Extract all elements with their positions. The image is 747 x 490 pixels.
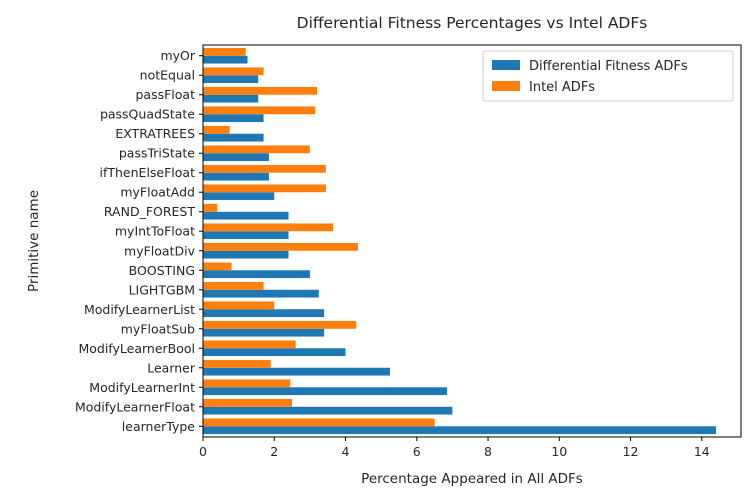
bar-diff-fitness-myOr	[203, 55, 248, 64]
legend-swatch	[492, 81, 520, 91]
bar-intel-learnerType	[203, 418, 435, 427]
x-tick-label: 8	[484, 444, 492, 459]
legend-label: Intel ADFs	[529, 80, 595, 95]
bar-intel-EXTRATREES	[203, 125, 230, 134]
bar-diff-fitness-ModifyLearnerFloat	[203, 406, 453, 415]
y-tick-label: LIGHTGBM	[129, 282, 195, 297]
bar-intel-myFloatDiv	[203, 242, 358, 251]
y-tick-label: passTriState	[119, 146, 195, 161]
bar-diff-fitness-Learner	[203, 367, 391, 376]
bar-intel-BOOSTING	[203, 262, 232, 271]
y-tick-label: myOr	[160, 48, 195, 63]
bar-intel-notEqual	[203, 67, 264, 76]
bar-intel-RAND_FOREST	[203, 203, 218, 212]
bar-intel-passFloat	[203, 86, 318, 95]
y-axis-title: Primitive name	[26, 190, 42, 292]
bar-diff-fitness-ModifyLearnerList	[203, 309, 325, 318]
bar-diff-fitness-ModifyLearnerInt	[203, 387, 448, 396]
bar-diff-fitness-myFloatDiv	[203, 250, 289, 259]
y-tick-label: myFloatSub	[121, 321, 195, 336]
legend-swatch	[492, 60, 520, 70]
chart-title: Differential Fitness Percentages vs Inte…	[297, 14, 648, 32]
x-tick-label: 10	[551, 444, 567, 459]
y-tick-label: myIntToFloat	[115, 224, 195, 239]
bar-intel-ModifyLearnerInt	[203, 379, 291, 388]
bar-intel-myFloatAdd	[203, 184, 326, 193]
bar-intel-Learner	[203, 359, 271, 368]
bar-intel-myOr	[203, 47, 246, 56]
y-tick-label: ifThenElseFloat	[100, 165, 196, 180]
bar-diff-fitness-ifThenElseFloat	[203, 172, 269, 181]
bar-intel-ifThenElseFloat	[203, 164, 326, 173]
bar-diff-fitness-myFloatSub	[203, 328, 325, 337]
y-tick-label: ModifyLearnerInt	[89, 380, 195, 395]
bar-diff-fitness-BOOSTING	[203, 270, 310, 279]
bar-diff-fitness-RAND_FOREST	[203, 211, 289, 220]
legend-box	[482, 50, 734, 102]
bar-diff-fitness-passFloat	[203, 94, 259, 103]
bar-intel-passTriState	[203, 145, 310, 154]
x-axis-title: Percentage Appeared in All ADFs	[361, 471, 583, 487]
y-ticks-group: learnerType ModifyLearnerFloat ModifyLearn…	[75, 48, 203, 434]
bar-diff-fitness-passQuadState	[203, 114, 264, 123]
bar-diff-fitness-passTriState	[203, 153, 269, 162]
y-tick-label: ModifyLearnerBool	[78, 341, 195, 356]
y-tick-label: learnerType	[122, 419, 196, 434]
bar-intel-myIntToFloat	[203, 223, 334, 232]
bar-diff-fitness-learnerType	[203, 426, 717, 435]
x-tick-label: 2	[270, 444, 278, 459]
y-tick-label: passFloat	[136, 87, 196, 102]
bar-intel-ModifyLearnerBool	[203, 340, 296, 349]
y-tick-label: myFloatDiv	[124, 243, 196, 258]
bar-diff-fitness-LIGHTGBM	[203, 289, 319, 298]
y-tick-label: passQuadState	[100, 107, 195, 122]
y-tick-label: BOOSTING	[129, 263, 195, 278]
bar-diff-fitness-notEqual	[203, 75, 259, 84]
x-tick-label: 6	[413, 444, 421, 459]
bar-intel-myFloatSub	[203, 320, 357, 329]
y-tick-label: EXTRATREES	[115, 126, 195, 141]
x-ticks-group: 0 2 4 6 8 10 12 14	[199, 437, 710, 459]
bar-intel-passQuadState	[203, 106, 316, 115]
x-tick-label: 0	[199, 444, 207, 459]
legend-label: Differential Fitness ADFs	[529, 59, 688, 74]
y-tick-label: myFloatAdd	[120, 185, 195, 200]
legend: Differential Fitness ADFs Intel ADFs	[482, 50, 734, 102]
plot-frame	[202, 44, 742, 438]
x-tick-label: 12	[623, 444, 639, 459]
x-tick-label: 14	[694, 444, 710, 459]
y-tick-label: ModifyLearnerList	[84, 302, 195, 317]
y-tick-label: RAND_FOREST	[104, 204, 196, 219]
x-tick-label: 4	[342, 444, 350, 459]
y-tick-label: notEqual	[140, 68, 195, 83]
bar-intel-ModifyLearnerList	[203, 301, 275, 310]
bar-diff-fitness-EXTRATREES	[203, 133, 264, 142]
bar-intel-ModifyLearnerFloat	[203, 398, 293, 407]
y-tick-label: ModifyLearnerFloat	[75, 399, 195, 414]
bar-diff-fitness-myIntToFloat	[203, 231, 289, 240]
bars-group	[203, 47, 717, 435]
bar-intel-LIGHTGBM	[203, 281, 264, 290]
bar-diff-fitness-myFloatAdd	[203, 192, 275, 201]
bar-diff-fitness-ModifyLearnerBool	[203, 348, 346, 357]
y-tick-label: Learner	[147, 360, 196, 375]
